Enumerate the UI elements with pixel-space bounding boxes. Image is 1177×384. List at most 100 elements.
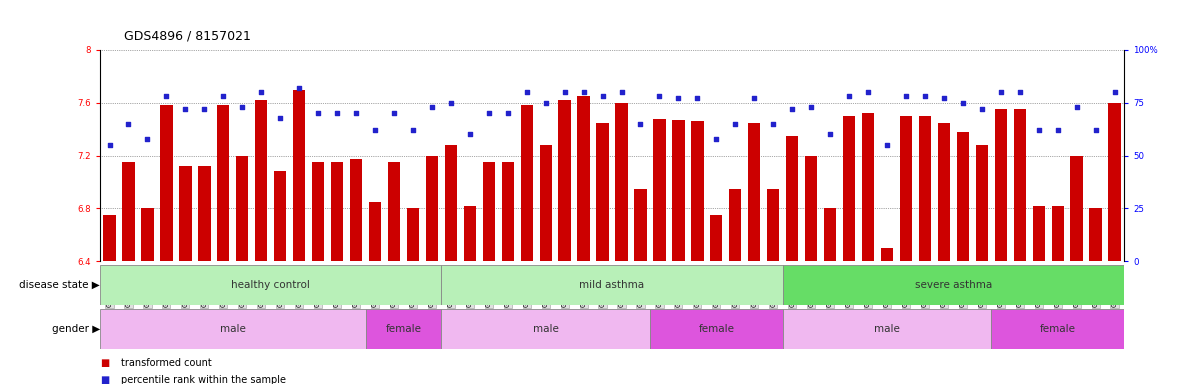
- Point: [783, 106, 802, 112]
- Bar: [995, 109, 1008, 261]
- Bar: [558, 100, 571, 261]
- Bar: [350, 159, 363, 261]
- Bar: [957, 132, 969, 261]
- Point: [707, 136, 726, 142]
- Point: [385, 110, 404, 116]
- Bar: [100, 309, 366, 349]
- Point: [157, 93, 175, 99]
- Bar: [100, 265, 441, 305]
- Point: [252, 89, 271, 95]
- Text: female: female: [698, 324, 734, 334]
- Bar: [426, 156, 438, 261]
- Bar: [1109, 103, 1121, 261]
- Bar: [464, 206, 476, 261]
- Bar: [179, 166, 192, 261]
- Point: [479, 110, 498, 116]
- Bar: [366, 309, 441, 349]
- Point: [517, 89, 536, 95]
- Text: ■: ■: [100, 375, 109, 384]
- Bar: [783, 309, 991, 349]
- Point: [991, 89, 1010, 95]
- Bar: [919, 116, 931, 261]
- Point: [423, 104, 441, 110]
- Point: [953, 100, 972, 106]
- Point: [1029, 127, 1048, 133]
- Bar: [293, 89, 305, 261]
- Point: [290, 85, 308, 91]
- Point: [100, 142, 119, 148]
- Point: [745, 95, 764, 101]
- Point: [1086, 127, 1105, 133]
- Point: [498, 110, 517, 116]
- Bar: [805, 156, 817, 261]
- Point: [687, 95, 706, 101]
- Bar: [1051, 206, 1064, 261]
- Bar: [650, 309, 783, 349]
- Bar: [407, 209, 419, 261]
- Bar: [578, 96, 590, 261]
- Text: healthy control: healthy control: [231, 280, 311, 290]
- Point: [1105, 89, 1124, 95]
- Text: GDS4896 / 8157021: GDS4896 / 8157021: [124, 29, 251, 42]
- Text: severe asthma: severe asthma: [915, 280, 992, 290]
- Bar: [104, 215, 115, 261]
- Bar: [445, 145, 457, 261]
- Text: male: male: [220, 324, 246, 334]
- Point: [669, 95, 687, 101]
- Bar: [824, 209, 837, 261]
- Point: [1049, 127, 1068, 133]
- Bar: [729, 189, 742, 261]
- Bar: [653, 119, 666, 261]
- Point: [138, 136, 157, 142]
- Bar: [1090, 209, 1102, 261]
- Bar: [217, 105, 230, 261]
- Point: [177, 106, 195, 112]
- Point: [195, 106, 214, 112]
- Point: [839, 93, 858, 99]
- Point: [1010, 89, 1029, 95]
- Bar: [441, 309, 650, 349]
- Point: [574, 89, 593, 95]
- Point: [858, 89, 877, 95]
- Point: [802, 104, 820, 110]
- Bar: [122, 162, 134, 261]
- Bar: [786, 136, 798, 261]
- Point: [1068, 104, 1086, 110]
- Bar: [520, 105, 533, 261]
- Point: [327, 110, 346, 116]
- Bar: [749, 122, 760, 261]
- Text: percentile rank within the sample: percentile rank within the sample: [121, 375, 286, 384]
- Point: [631, 121, 650, 127]
- Bar: [387, 162, 400, 261]
- Bar: [672, 120, 685, 261]
- Point: [271, 114, 290, 121]
- Point: [612, 89, 631, 95]
- Point: [897, 93, 916, 99]
- Bar: [237, 156, 248, 261]
- Point: [650, 93, 669, 99]
- Point: [308, 110, 327, 116]
- Text: gender ▶: gender ▶: [52, 324, 100, 334]
- Bar: [274, 171, 286, 261]
- Point: [878, 142, 897, 148]
- Point: [119, 121, 138, 127]
- Bar: [597, 122, 609, 261]
- Point: [404, 127, 423, 133]
- Bar: [862, 113, 875, 261]
- Bar: [899, 116, 912, 261]
- Point: [726, 121, 745, 127]
- Point: [916, 93, 935, 99]
- Point: [441, 100, 460, 106]
- Bar: [976, 145, 988, 261]
- Point: [460, 131, 479, 137]
- Bar: [710, 215, 723, 261]
- Text: male: male: [875, 324, 900, 334]
- Text: ■: ■: [100, 358, 109, 368]
- Bar: [331, 162, 344, 261]
- Point: [935, 95, 953, 101]
- Bar: [634, 189, 646, 261]
- Bar: [160, 105, 173, 261]
- Bar: [255, 100, 267, 261]
- Bar: [312, 162, 325, 261]
- Point: [972, 106, 991, 112]
